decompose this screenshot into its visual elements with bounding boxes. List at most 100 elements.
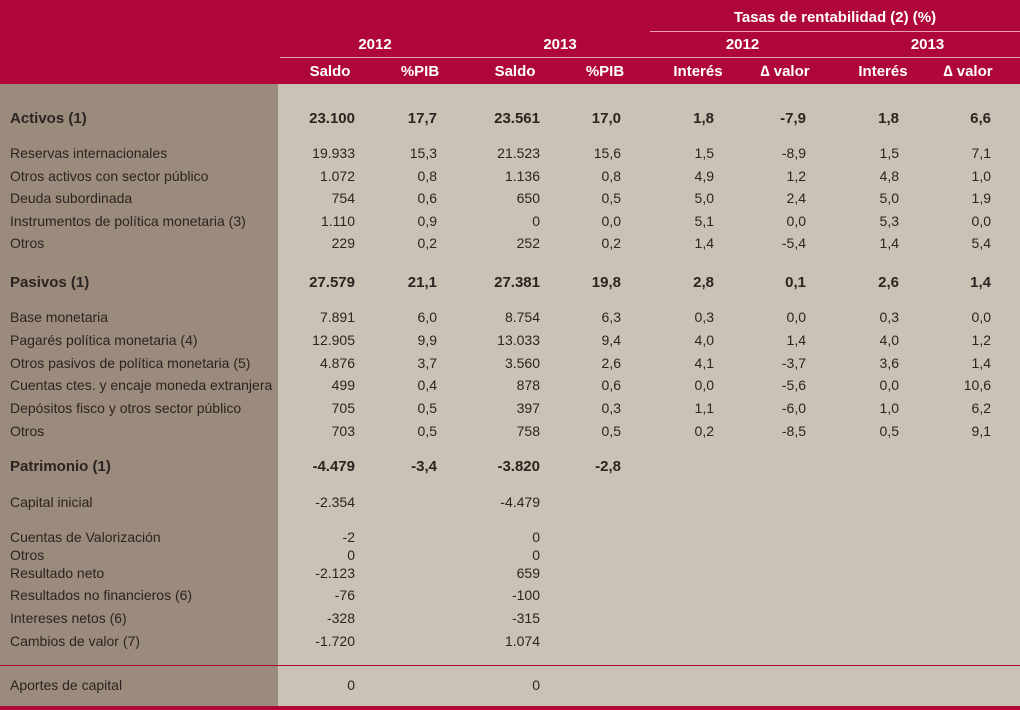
row-label: Instrumentos de política monetaria (3) xyxy=(10,213,246,229)
table-cell: 0,0 xyxy=(694,377,714,393)
table-cell: 1,0 xyxy=(879,400,899,416)
table-cell: 9,1 xyxy=(971,423,991,439)
table-cell: 21,1 xyxy=(407,274,437,291)
table-cell: 0,2 xyxy=(601,235,621,251)
table-cell: 499 xyxy=(331,377,355,393)
table-cell: 6,2 xyxy=(971,400,991,416)
table-cell: 0,3 xyxy=(694,309,714,325)
col-header-saldo-2013: Saldo xyxy=(494,63,536,80)
table-cell: 23.561 xyxy=(494,110,540,127)
table-cell: -7,9 xyxy=(780,110,806,127)
table-cell: 0,5 xyxy=(601,423,621,439)
table-cell: 0 xyxy=(532,547,540,563)
table-cell: 3.560 xyxy=(504,355,540,371)
table-cell: 0,4 xyxy=(417,377,437,393)
header-year-2013: 2013 xyxy=(543,36,577,53)
table-cell: 12.905 xyxy=(312,332,355,348)
table-cell: 0,8 xyxy=(601,168,621,184)
table-cell: 21.523 xyxy=(497,145,540,161)
table-cell: 3,6 xyxy=(879,355,899,371)
table-cell: 0,5 xyxy=(601,190,621,206)
row-label: Otros activos con sector público xyxy=(10,168,209,184)
label-column-background xyxy=(0,84,278,706)
table-cell: 0,8 xyxy=(417,168,437,184)
row-label: Cuentas de Valorización xyxy=(10,529,161,545)
table-cell: -76 xyxy=(334,587,355,603)
table-cell: 0,5 xyxy=(879,423,899,439)
table-cell: 1,4 xyxy=(879,235,899,251)
table-cell: 0,5 xyxy=(417,400,437,416)
table-cell: 4,9 xyxy=(694,168,714,184)
table-cell: 4,0 xyxy=(694,332,714,348)
table-cell: 19.933 xyxy=(312,145,355,161)
table-cell: 659 xyxy=(516,565,540,581)
table-cell: 4,8 xyxy=(879,168,899,184)
header-underline-2012 xyxy=(280,57,466,58)
table-cell: 5,0 xyxy=(879,190,899,206)
table-cell: -2 xyxy=(342,529,355,545)
table-cell: 0,0 xyxy=(786,309,806,325)
table-cell: 0,6 xyxy=(417,190,437,206)
table-cell: 1,4 xyxy=(786,332,806,348)
table-cell: 1,9 xyxy=(971,190,991,206)
header-year-2012: 2012 xyxy=(358,36,392,53)
col-header-dvalor-2012: ∆ valor xyxy=(760,63,810,80)
col-header-pib-2012: %PIB xyxy=(400,63,440,80)
table-cell: 5,0 xyxy=(694,190,714,206)
table-cell: 0 xyxy=(347,547,355,563)
table-cell: 1,8 xyxy=(878,110,899,127)
row-label: Reservas internacionales xyxy=(10,145,168,161)
table-cell: -3,4 xyxy=(411,458,437,475)
table-cell: 2,4 xyxy=(786,190,806,206)
header-tasas-2012: 2012 xyxy=(725,36,760,53)
table-cell: 1,2 xyxy=(971,332,991,348)
table-cell: -100 xyxy=(511,587,540,603)
table-cell: 0,0 xyxy=(971,309,991,325)
table-cell: 1,5 xyxy=(879,145,899,161)
table-cell: 1,5 xyxy=(694,145,714,161)
table-cell: 2,6 xyxy=(878,274,899,291)
table-cell: 0 xyxy=(532,529,540,545)
table-cell: 0,9 xyxy=(417,213,437,229)
table-cell: 1,2 xyxy=(786,168,806,184)
table-cell: -2.354 xyxy=(315,494,355,510)
row-label: Aportes de capital xyxy=(10,677,123,693)
section-divider xyxy=(0,665,1020,666)
table-cell: 8.754 xyxy=(504,309,540,325)
table-cell: 0,5 xyxy=(417,423,437,439)
table-cell: 9,9 xyxy=(417,332,437,348)
table-cell: -328 xyxy=(326,610,355,626)
table-cell: 3,7 xyxy=(417,355,437,371)
table-cell: 5,3 xyxy=(879,213,899,229)
header-underline-t2013 xyxy=(835,57,1020,58)
header-underline-2013 xyxy=(466,57,650,58)
table-cell: 13.033 xyxy=(497,332,540,348)
table-cell: 27.381 xyxy=(494,274,540,291)
table-cell: 0,2 xyxy=(694,423,714,439)
table-cell: 0 xyxy=(532,213,540,229)
table-cell: -8,9 xyxy=(781,145,806,161)
header-tasas: Tasas de rentabilidad (2) (%) xyxy=(733,9,937,26)
row-label: Capital inicial xyxy=(10,494,93,510)
col-header-interes-2013: Interés xyxy=(858,63,908,80)
table-cell: 1,0 xyxy=(971,168,991,184)
table-cell: 0,0 xyxy=(971,213,991,229)
table-header: Tasas de rentabilidad (2) (%) 2012 2013 … xyxy=(0,0,1020,84)
row-label: Otros xyxy=(10,235,45,251)
table-cell: 5,4 xyxy=(971,235,991,251)
table-cell: 6,3 xyxy=(601,309,621,325)
table-cell: 4,1 xyxy=(694,355,714,371)
table-cell: -2.123 xyxy=(315,565,355,581)
table-cell: 19,8 xyxy=(591,274,621,291)
table-cell: -2,8 xyxy=(595,458,621,475)
table-cell: 7.891 xyxy=(319,309,355,325)
table-cell: 6,6 xyxy=(970,110,991,127)
table-cell: 878 xyxy=(516,377,540,393)
row-label: Cambios de valor (7) xyxy=(10,633,140,649)
table-cell: 0,0 xyxy=(879,377,899,393)
table-cell: 1.110 xyxy=(321,213,355,229)
table-cell: 0,0 xyxy=(786,213,806,229)
table-cell: 15,3 xyxy=(409,145,437,161)
table-cell: 0,2 xyxy=(417,235,437,251)
col-header-dvalor-2013: ∆ valor xyxy=(943,63,993,80)
